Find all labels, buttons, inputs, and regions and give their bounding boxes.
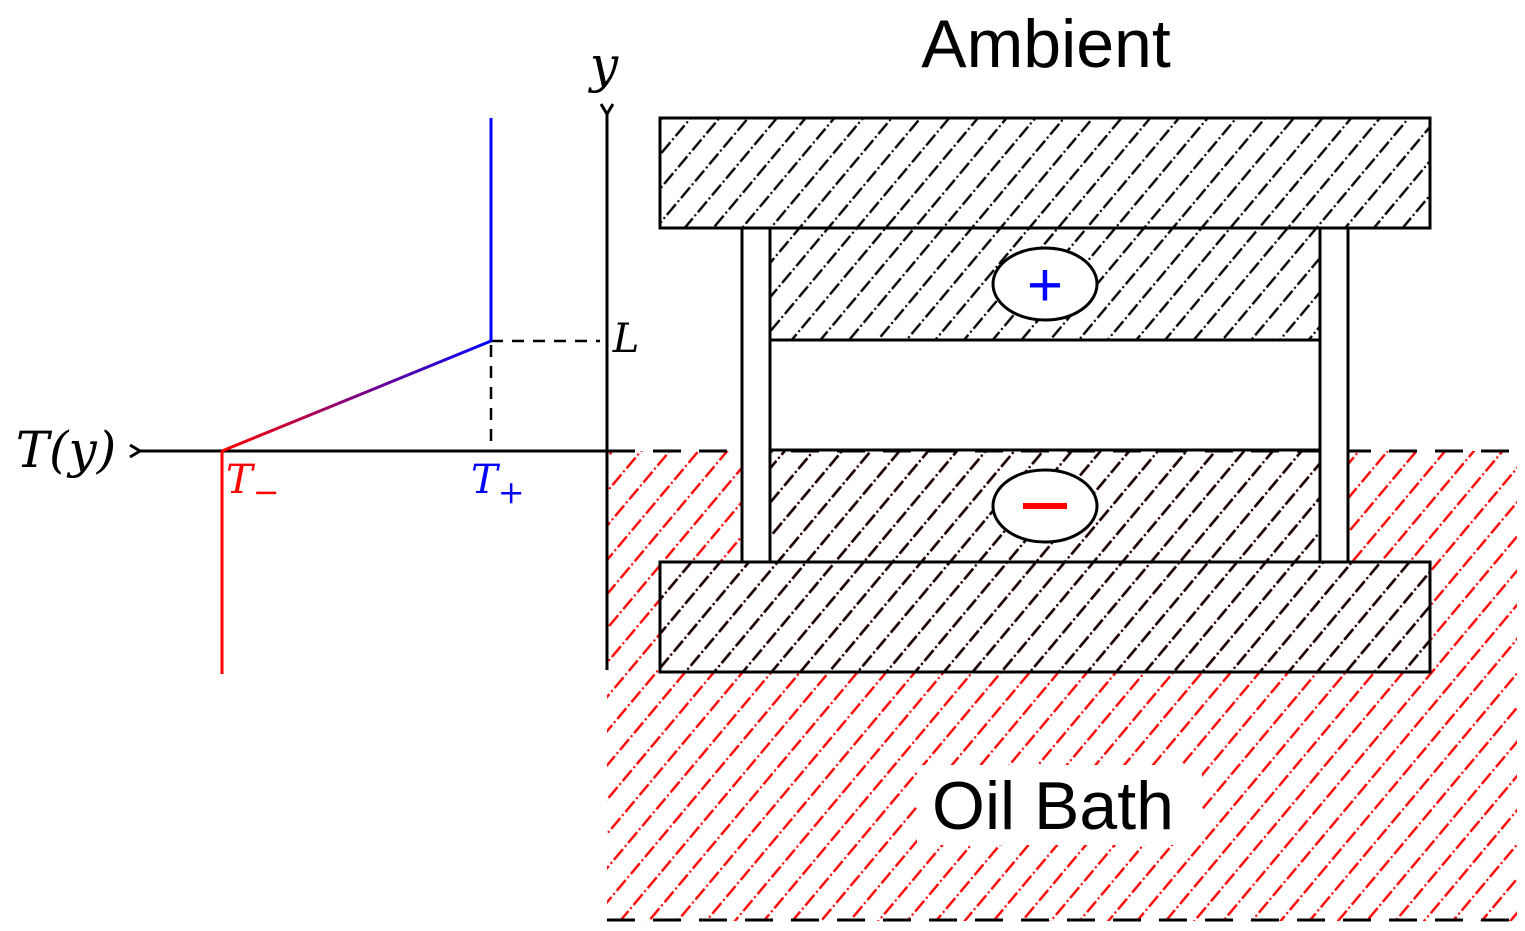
oil-bath-label-bg [917, 765, 1202, 845]
left-post [740, 226, 772, 564]
top-plate [658, 116, 1432, 230]
plus-sign: + [1027, 251, 1063, 320]
minus-sign [1023, 503, 1067, 509]
length-label: L [612, 316, 640, 362]
right-post [1318, 226, 1350, 564]
t-minus-label: T− [226, 457, 280, 511]
gradient-segment [221, 339, 492, 453]
temperature-profile [220, 118, 493, 674]
y-axis-label: y [588, 36, 619, 94]
gap-region [768, 338, 1322, 452]
bottom-plate [658, 560, 1432, 674]
t-plus-label: T+ [471, 457, 525, 511]
t-axis-label: T(y) [16, 421, 117, 479]
plus-badge [991, 246, 1099, 322]
oil-bath-label: Oil Bath [932, 768, 1174, 844]
thermoelectric-device: + [658, 116, 1432, 674]
ambient-label: Ambient [921, 6, 1171, 82]
axes [140, 114, 607, 670]
